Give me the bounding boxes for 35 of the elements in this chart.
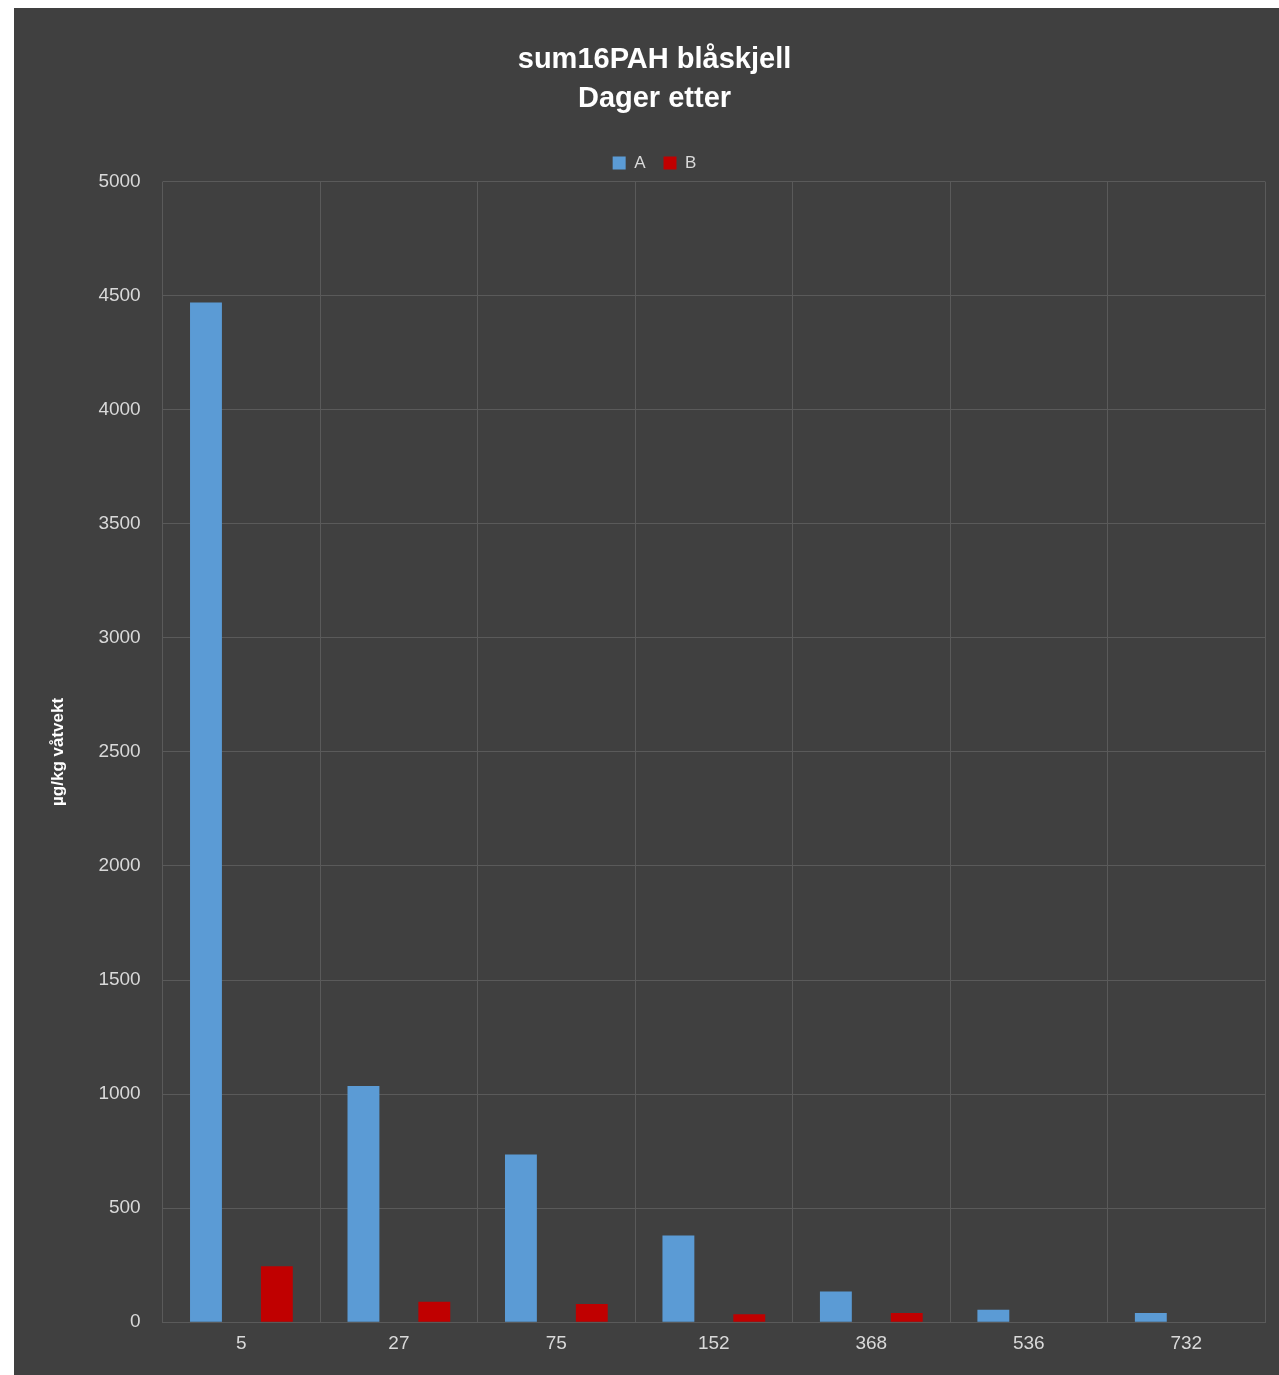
x-tick-label: 368 xyxy=(855,1331,888,1353)
legend-label: B xyxy=(685,152,697,172)
y-tick-label: 500 xyxy=(108,1196,141,1218)
y-tick-label: 4000 xyxy=(98,397,141,419)
x-tick-label: 536 xyxy=(1012,1331,1045,1353)
y-tick-label: 4500 xyxy=(98,283,141,305)
bar xyxy=(819,1291,852,1322)
legend-label: A xyxy=(634,152,647,172)
y-tick-label: 0 xyxy=(130,1310,141,1332)
y-axis-title: µg/kg våtvekt xyxy=(47,697,67,806)
bar xyxy=(977,1309,1010,1322)
chart-subtitle: Dager etter xyxy=(577,81,732,114)
bar xyxy=(418,1301,451,1322)
x-tick-label: 152 xyxy=(697,1331,730,1353)
chart-title: sum16PAH blåskjell xyxy=(517,42,792,75)
bar xyxy=(260,1266,293,1322)
bar xyxy=(733,1314,766,1322)
y-tick-label: 1000 xyxy=(98,1082,141,1104)
bar xyxy=(890,1313,923,1322)
y-tick-label: 5000 xyxy=(98,169,141,191)
y-tick-label: 2000 xyxy=(98,854,141,876)
bar xyxy=(347,1086,380,1322)
x-tick-label: 27 xyxy=(388,1331,410,1353)
bar xyxy=(662,1235,695,1322)
bar xyxy=(575,1303,608,1322)
y-tick-label: 3000 xyxy=(98,626,141,648)
y-tick-label: 1500 xyxy=(98,968,141,990)
bar xyxy=(504,1154,537,1322)
bar xyxy=(1134,1313,1167,1322)
y-tick-label: 3500 xyxy=(98,512,141,534)
x-tick-label: 75 xyxy=(545,1331,567,1353)
x-tick-label: 732 xyxy=(1170,1331,1203,1353)
bar xyxy=(190,302,222,1322)
x-tick-label: 5 xyxy=(236,1331,247,1353)
y-tick-label: 2500 xyxy=(98,740,141,762)
